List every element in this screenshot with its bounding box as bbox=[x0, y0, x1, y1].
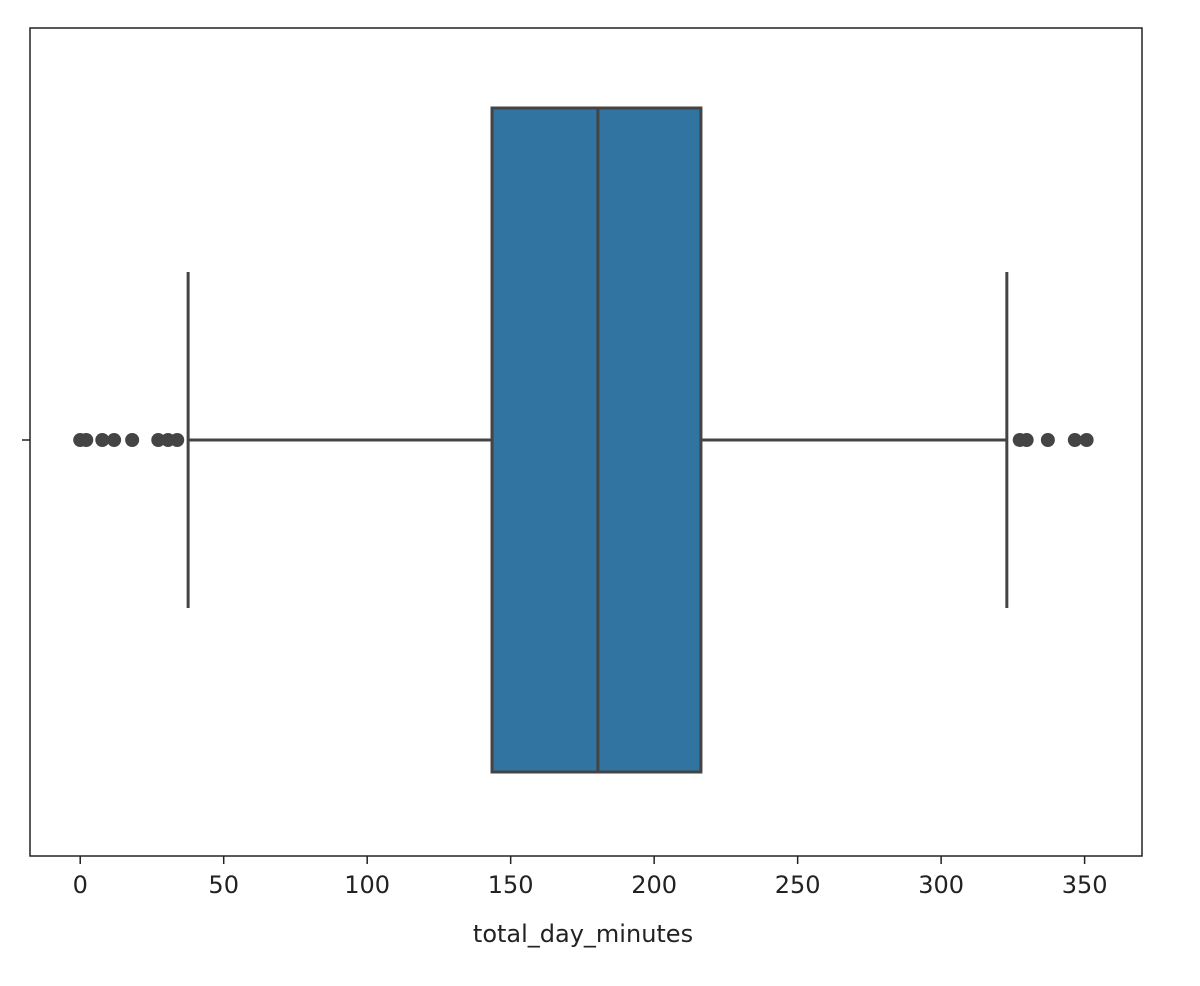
x-tick-label: 250 bbox=[775, 871, 821, 899]
x-tick-label: 50 bbox=[208, 871, 239, 899]
outlier bbox=[95, 433, 110, 447]
outlier bbox=[1067, 433, 1082, 447]
x-tick-label: 100 bbox=[344, 871, 390, 899]
x-tick-label: 300 bbox=[918, 871, 964, 899]
plot-frame bbox=[29, 27, 1143, 857]
outlier bbox=[79, 433, 94, 447]
outlier bbox=[151, 433, 166, 447]
outlier bbox=[1019, 433, 1034, 447]
outlier bbox=[1040, 433, 1055, 447]
x-axis-label: total_day_minutes bbox=[473, 920, 693, 948]
outlier bbox=[1079, 433, 1094, 447]
x-tick-label: 0 bbox=[73, 871, 88, 899]
x-tick-label: 350 bbox=[1062, 871, 1108, 899]
x-tick-label: 200 bbox=[631, 871, 677, 899]
x-tick-label: 150 bbox=[488, 871, 534, 899]
outlier bbox=[170, 433, 185, 447]
outlier bbox=[107, 433, 122, 447]
outlier bbox=[125, 433, 140, 447]
